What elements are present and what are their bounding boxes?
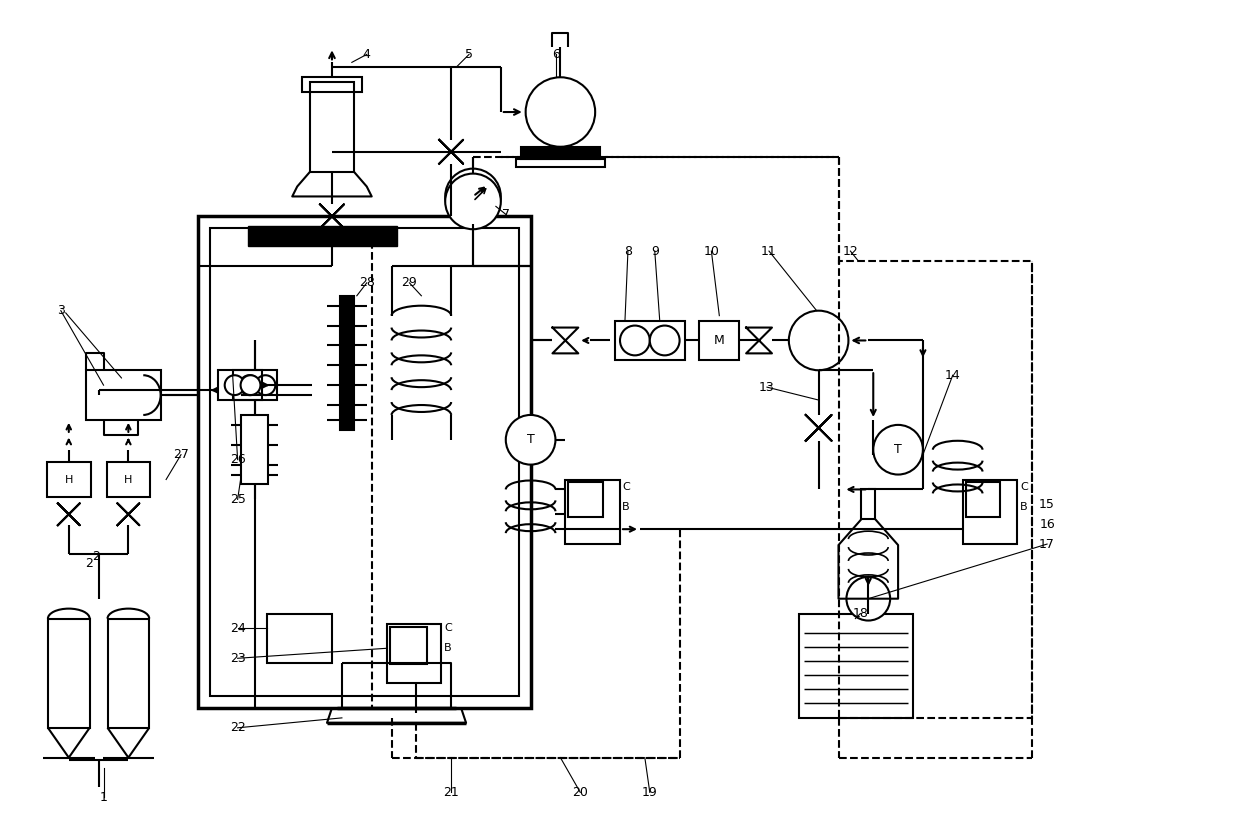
Text: 24: 24 [229, 622, 246, 635]
Text: 14: 14 [945, 369, 961, 382]
Text: 7: 7 [502, 208, 510, 221]
Text: T: T [894, 443, 901, 456]
Bar [303, 78, 362, 92]
Text: 5: 5 [465, 48, 472, 61]
Text: 16: 16 [1039, 517, 1055, 530]
Bar [387, 623, 441, 683]
Bar [389, 627, 428, 664]
Text: 15: 15 [1039, 498, 1055, 511]
Text: 6: 6 [553, 48, 560, 61]
Circle shape [873, 425, 923, 475]
Bar [565, 480, 620, 544]
Text: 23: 23 [229, 652, 246, 665]
Text: 19: 19 [642, 786, 657, 799]
Circle shape [526, 78, 595, 147]
Bar [615, 321, 684, 361]
Text: 2: 2 [84, 557, 93, 570]
Circle shape [241, 375, 260, 395]
Bar [799, 614, 913, 718]
Text: B: B [1021, 503, 1028, 512]
Text: 2: 2 [92, 551, 99, 564]
Circle shape [255, 375, 275, 395]
Bar [699, 321, 739, 361]
Bar [966, 482, 1001, 517]
Text: B: B [622, 503, 630, 512]
Text: 29: 29 [402, 277, 418, 290]
Bar [107, 462, 150, 497]
Text: 8: 8 [624, 245, 632, 258]
Bar [268, 614, 332, 663]
Text: H: H [64, 475, 73, 485]
Text: 1: 1 [99, 791, 108, 804]
Text: 10: 10 [703, 245, 719, 258]
Bar [233, 370, 278, 400]
Text: 20: 20 [573, 786, 588, 799]
Text: 4: 4 [363, 48, 371, 61]
Bar [962, 480, 1017, 544]
Bar [218, 370, 263, 400]
Circle shape [445, 174, 501, 229]
Text: 17: 17 [1039, 538, 1055, 551]
Text: H: H [124, 475, 133, 485]
Bar [47, 462, 91, 497]
Text: 27: 27 [174, 448, 188, 461]
Text: C: C [1021, 482, 1028, 492]
Bar [241, 415, 268, 485]
Circle shape [506, 415, 556, 464]
Circle shape [620, 326, 650, 355]
Text: 9: 9 [651, 245, 658, 258]
Bar [108, 619, 149, 728]
Circle shape [789, 311, 848, 370]
Bar [198, 216, 531, 708]
Text: B: B [444, 643, 451, 654]
Bar [862, 490, 875, 519]
Text: 22: 22 [229, 721, 246, 734]
Circle shape [445, 169, 501, 224]
Text: 12: 12 [842, 245, 858, 258]
Text: 11: 11 [761, 245, 776, 258]
Text: 3: 3 [57, 304, 64, 317]
Bar [838, 261, 1032, 718]
Circle shape [847, 577, 890, 620]
Text: 18: 18 [852, 607, 868, 620]
Circle shape [224, 375, 244, 395]
Bar [568, 482, 603, 517]
Bar [310, 82, 353, 171]
Text: C: C [444, 623, 451, 633]
Text: 21: 21 [443, 786, 459, 799]
Circle shape [239, 375, 259, 395]
Bar [86, 370, 161, 420]
Bar [516, 158, 605, 166]
Circle shape [650, 326, 680, 355]
Text: 26: 26 [229, 453, 246, 466]
Text: 28: 28 [358, 277, 374, 290]
Bar [340, 295, 353, 430]
Text: 13: 13 [759, 380, 775, 393]
Bar [521, 147, 600, 158]
Bar [210, 228, 518, 696]
Text: C: C [622, 482, 630, 492]
Bar [48, 619, 89, 728]
Bar [248, 226, 397, 246]
Text: T: T [527, 433, 534, 446]
Text: M: M [714, 334, 724, 347]
Text: 25: 25 [229, 493, 246, 506]
